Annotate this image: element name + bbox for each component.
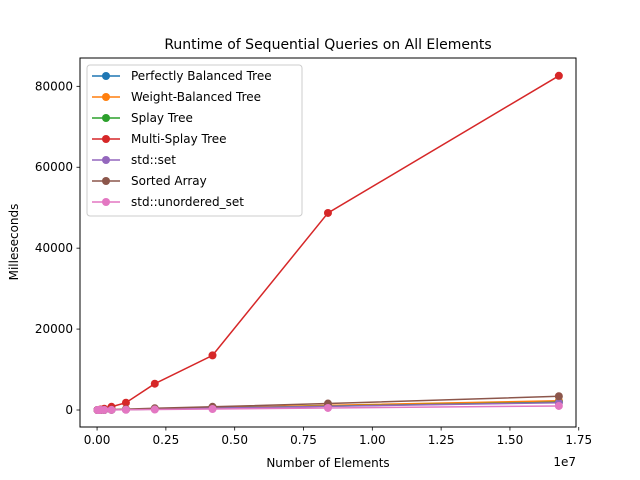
plot-frame xyxy=(79,57,577,428)
data-point xyxy=(150,379,159,388)
series-layer xyxy=(93,71,563,415)
legend-marker xyxy=(102,114,110,122)
data-point xyxy=(208,351,217,360)
y-axis-label: Milleseconds xyxy=(7,204,21,281)
legend-label: Sorted Array xyxy=(131,174,207,188)
y-tick-label: 60000 xyxy=(35,160,73,174)
legend-label: Splay Tree xyxy=(131,111,193,125)
x-axis: 0.00 0.25 0.50 0.75 1.00 1.25 1.50 1.75 xyxy=(84,427,592,447)
x-tick-label: 1.75 xyxy=(565,433,592,447)
data-point xyxy=(208,404,217,413)
legend-label: Multi-Splay Tree xyxy=(131,132,227,146)
x-axis-offset-label: 1e7 xyxy=(553,455,576,469)
data-point xyxy=(100,405,109,414)
x-tick-label: 0.75 xyxy=(290,433,317,447)
y-tick-label: 0 xyxy=(65,403,73,417)
legend: Perfectly Balanced Tree Weight-Balanced T… xyxy=(86,64,303,217)
y-axis: 0 20000 40000 60000 80000 xyxy=(35,79,80,417)
x-tick-label: 0.00 xyxy=(84,433,111,447)
data-point xyxy=(121,398,130,407)
legend-marker xyxy=(102,72,110,80)
plot-area xyxy=(79,57,577,428)
legend-label: std::unordered_set xyxy=(131,195,244,209)
data-point xyxy=(121,405,130,414)
x-tick-label: 0.25 xyxy=(153,433,180,447)
legend-marker xyxy=(102,135,110,143)
data-point xyxy=(554,392,563,401)
legend-label: std::set xyxy=(131,153,176,167)
y-tick-label: 80000 xyxy=(35,79,73,93)
y-tick-label: 20000 xyxy=(35,322,73,336)
chart-title: Runtime of Sequential Queries on All Ele… xyxy=(164,37,491,53)
legend-marker xyxy=(102,177,110,185)
data-point xyxy=(107,405,116,414)
x-tick-label: 1.50 xyxy=(497,433,524,447)
x-tick-label: 1.25 xyxy=(428,433,455,447)
data-point xyxy=(554,401,563,410)
y-tick-label: 40000 xyxy=(35,241,73,255)
legend-label: Weight-Balanced Tree xyxy=(131,90,261,104)
data-point xyxy=(323,208,332,217)
legend-marker xyxy=(102,93,110,101)
x-axis-label: Number of Elements xyxy=(266,456,389,470)
data-point xyxy=(323,403,332,412)
data-point xyxy=(554,71,563,80)
legend-marker xyxy=(102,156,110,164)
data-point xyxy=(150,405,159,414)
x-tick-label: 1.00 xyxy=(359,433,386,447)
legend-frame xyxy=(86,64,303,217)
legend-label: Perfectly Balanced Tree xyxy=(131,69,272,83)
legend-marker xyxy=(102,198,110,206)
x-tick-label: 0.50 xyxy=(221,433,248,447)
